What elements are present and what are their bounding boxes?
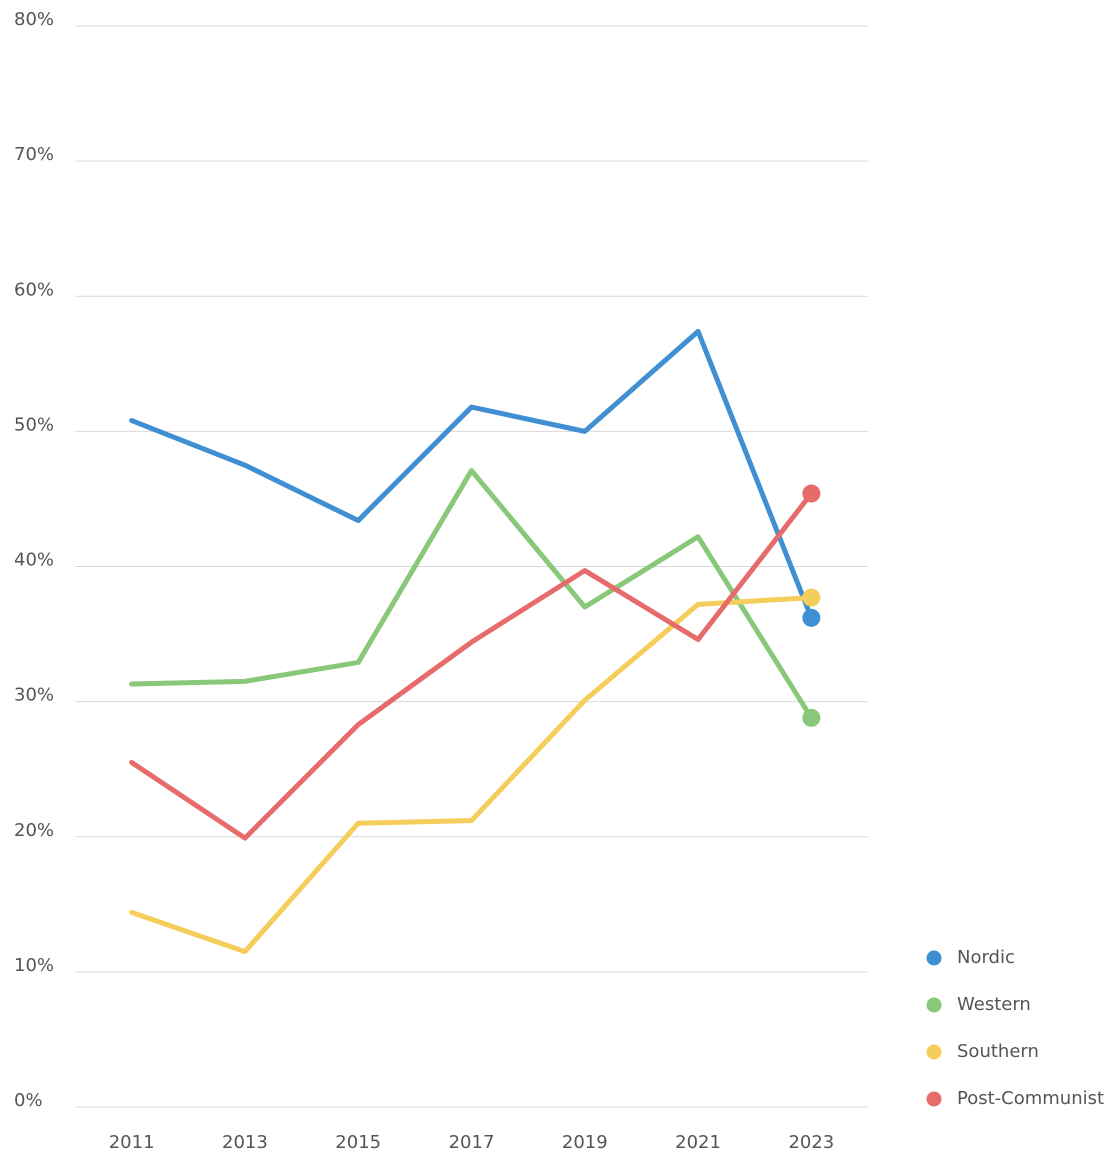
series-line — [129, 468, 814, 721]
legend-label: Southern — [957, 1041, 1039, 1062]
end-point — [802, 708, 821, 727]
legend-label: Post-Communist — [957, 1088, 1104, 1109]
legend-label: Western — [957, 994, 1031, 1015]
series-line — [129, 595, 814, 955]
y-tick-label: 60% — [14, 279, 54, 300]
end-point — [802, 608, 821, 627]
x-tick-label: 2019 — [562, 1132, 608, 1153]
y-tick-label: 50% — [14, 414, 54, 435]
legend-marker — [926, 950, 942, 966]
end-point — [802, 484, 821, 503]
x-tick-label: 2021 — [675, 1132, 721, 1153]
x-tick-label: 2013 — [222, 1132, 268, 1153]
y-tick-label: 80% — [14, 9, 54, 30]
x-tick-label: 2015 — [335, 1132, 381, 1153]
legend-marker — [926, 1091, 942, 1107]
y-tick-label: 70% — [14, 144, 54, 165]
y-tick-label: 0% — [14, 1090, 43, 1111]
y-tick-label: 30% — [14, 685, 54, 706]
y-tick-label: 10% — [14, 955, 54, 976]
x-tick-label: 2023 — [788, 1132, 834, 1153]
x-tick-label: 2011 — [109, 1132, 155, 1153]
series-line — [129, 491, 814, 841]
x-tick-label: 2017 — [449, 1132, 495, 1153]
series-line — [129, 328, 814, 621]
legend-marker — [926, 997, 942, 1013]
legend-marker — [926, 1044, 942, 1060]
end-point — [802, 588, 821, 607]
y-tick-label: 40% — [14, 550, 54, 571]
y-tick-label: 20% — [14, 820, 54, 841]
legend-label: Nordic — [957, 947, 1015, 968]
